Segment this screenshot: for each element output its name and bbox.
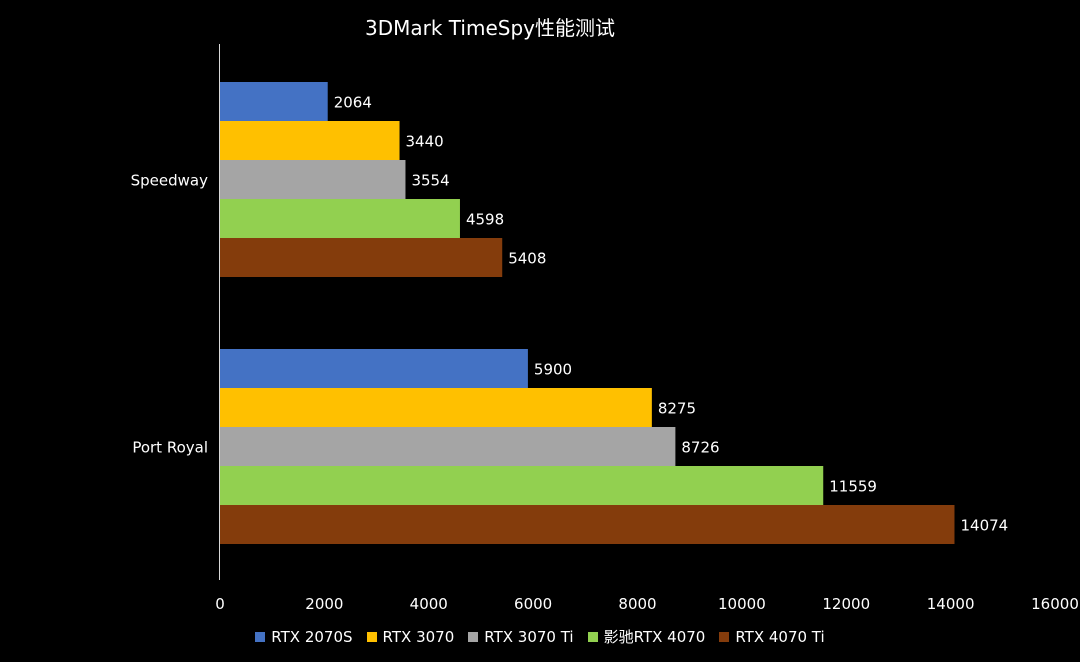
data-label: 11559 — [829, 478, 877, 496]
legend-label: 影驰RTX 4070 — [603, 628, 706, 646]
bar-port-royal-4 — [220, 505, 955, 544]
legend-item: RTX 2070S — [255, 627, 353, 646]
bar-speedway-2 — [220, 160, 406, 199]
data-label: 4598 — [466, 211, 504, 229]
legend-item: 影驰RTX 4070 — [587, 626, 706, 647]
legend-swatch — [587, 631, 598, 642]
bar-speedway-0 — [220, 82, 328, 121]
x-tick-label: 4000 — [410, 595, 448, 613]
bar-port-royal-1 — [220, 388, 652, 427]
data-label: 2064 — [334, 94, 372, 112]
legend-label: RTX 3070 Ti — [484, 627, 574, 646]
x-tick-label: 10000 — [718, 595, 766, 613]
category-labels: Speedway Port Royal — [131, 172, 208, 457]
bars-group: 2064 3440 3554 4598 5408 5900 8275 8726 11559 140… — [220, 82, 1008, 544]
data-label: 8275 — [658, 400, 696, 418]
legend-label: RTX 4070 Ti — [735, 627, 825, 646]
bar-port-royal-2 — [220, 427, 676, 466]
legend-item: RTX 4070 Ti — [719, 627, 825, 646]
legend-item: RTX 3070 — [366, 627, 455, 646]
x-tick-label: 0 — [215, 595, 225, 613]
legend-swatch — [366, 631, 377, 642]
category-label: Port Royal — [132, 439, 208, 457]
data-label: 3440 — [406, 133, 444, 151]
bar-speedway-4 — [220, 238, 503, 277]
x-tick-label: 14000 — [927, 595, 975, 613]
data-label: 5900 — [534, 361, 572, 379]
legend-label: RTX 2070S — [271, 627, 353, 646]
bar-port-royal-0 — [220, 349, 528, 388]
legend-swatch — [719, 631, 730, 642]
bar-speedway-3 — [220, 199, 460, 238]
chart-title: 3DMark TimeSpy性能测试 — [365, 16, 615, 40]
data-label: 5408 — [508, 250, 546, 268]
x-tick-label: 2000 — [305, 595, 343, 613]
x-tick-label: 6000 — [514, 595, 552, 613]
x-tick-label: 8000 — [618, 595, 656, 613]
x-tick-labels: 0 2000 4000 6000 8000 10000 12000 14000 16000 — [215, 595, 1079, 613]
bar-speedway-1 — [220, 121, 400, 160]
x-tick-label: 16000 — [1031, 595, 1079, 613]
data-label: 3554 — [411, 172, 449, 190]
bar-port-royal-3 — [220, 466, 824, 505]
data-label: 8726 — [681, 439, 719, 457]
legend-swatch — [255, 631, 266, 642]
x-tick-label: 12000 — [822, 595, 870, 613]
legend-label: RTX 3070 — [382, 627, 455, 646]
category-label: Speedway — [131, 172, 208, 190]
legend-swatch — [468, 631, 479, 642]
legend-item: RTX 3070 Ti — [468, 627, 574, 646]
legend: RTX 2070S RTX 3070 RTX 3070 Ti 影驰RTX 4070 RT… — [0, 626, 1080, 647]
data-label: 14074 — [960, 517, 1008, 535]
